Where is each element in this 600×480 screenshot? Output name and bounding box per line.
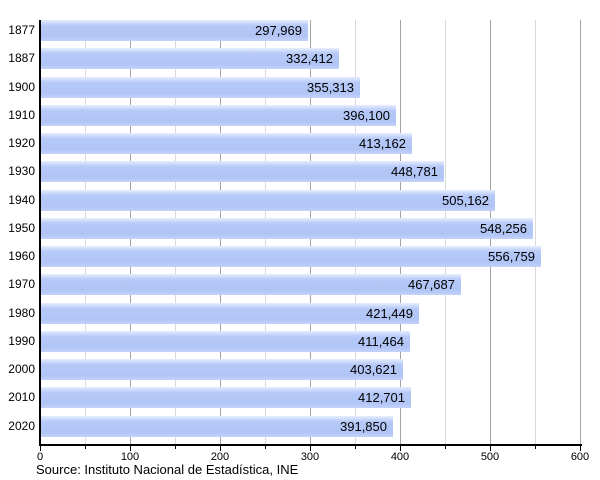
bar-1980: 421,449 xyxy=(40,303,419,324)
year-label-1940: 1940 xyxy=(8,193,35,207)
x-tick-label: 300 xyxy=(300,451,320,463)
bar-value-label: 411,464 xyxy=(357,334,404,349)
x-tick-minor xyxy=(175,446,176,449)
x-tick-label: 500 xyxy=(480,451,500,463)
year-label-1900: 1900 xyxy=(8,80,35,94)
bar-1877: 297,969 xyxy=(40,20,308,41)
year-label-1970: 1970 xyxy=(8,277,35,291)
x-tick-minor xyxy=(535,446,536,449)
year-label-1920: 1920 xyxy=(8,136,35,150)
bar-2000: 403,621 xyxy=(40,359,403,380)
bar-value-label: 355,313 xyxy=(307,80,354,95)
x-tick-label: 400 xyxy=(390,451,410,463)
year-label-1990: 1990 xyxy=(8,334,35,348)
bar-value-label: 403,621 xyxy=(350,362,397,377)
bar-value-label: 297,969 xyxy=(255,23,302,38)
bar-1940: 505,162 xyxy=(40,190,495,211)
x-tick-major xyxy=(130,446,131,451)
x-tick-label: 600 xyxy=(570,451,590,463)
bar-value-label: 413,162 xyxy=(359,136,406,151)
year-label-1950: 1950 xyxy=(8,221,35,235)
x-tick-major xyxy=(580,446,581,451)
bar-2020: 391,850 xyxy=(40,416,393,437)
bar-value-label: 421,449 xyxy=(366,306,413,321)
x-tick-major xyxy=(400,446,401,451)
year-label-1910: 1910 xyxy=(8,108,35,122)
year-label-1877: 1877 xyxy=(8,23,35,37)
bar-value-label: 448,781 xyxy=(391,164,438,179)
bar-value-label: 332,412 xyxy=(286,51,333,66)
x-tick-major xyxy=(40,446,41,451)
x-tick-label: 100 xyxy=(120,451,140,463)
bar-value-label: 396,100 xyxy=(343,108,390,123)
year-label-2000: 2000 xyxy=(8,362,35,376)
bar-value-label: 556,759 xyxy=(488,249,535,264)
year-label-1930: 1930 xyxy=(8,164,35,178)
bar-1900: 355,313 xyxy=(40,77,360,98)
x-tick-minor xyxy=(355,446,356,449)
bar-1910: 396,100 xyxy=(40,105,396,126)
x-tick-major xyxy=(220,446,221,451)
bar-value-label: 467,687 xyxy=(408,277,455,292)
bar-1990: 411,464 xyxy=(40,331,410,352)
x-axis-line xyxy=(39,444,582,446)
bar-1930: 448,781 xyxy=(40,161,444,182)
year-label-2020: 2020 xyxy=(8,419,35,433)
bar-1960: 556,759 xyxy=(40,246,541,267)
x-tick-minor xyxy=(445,446,446,449)
bar-value-label: 548,256 xyxy=(480,221,527,236)
bar-1970: 467,687 xyxy=(40,274,461,295)
x-tick-label: 0 xyxy=(36,451,44,463)
year-label-1980: 1980 xyxy=(8,306,35,320)
year-label-2010: 2010 xyxy=(8,390,35,404)
bar-value-label: 391,850 xyxy=(340,419,387,434)
source-caption: Source: Instituto Nacional de Estadístic… xyxy=(36,462,299,477)
bar-1950: 548,256 xyxy=(40,218,533,239)
x-tick-label: 200 xyxy=(210,451,230,463)
bar-value-label: 505,162 xyxy=(442,193,489,208)
x-tick-minor xyxy=(265,446,266,449)
bar-1887: 332,412 xyxy=(40,48,339,69)
year-label-1960: 1960 xyxy=(8,249,35,263)
x-tick-major xyxy=(490,446,491,451)
bar-2010: 412,701 xyxy=(40,387,411,408)
x-tick-minor xyxy=(85,446,86,449)
gridline-major xyxy=(580,20,581,444)
year-label-1887: 1887 xyxy=(8,51,35,65)
plot-area: 297,969 332,412 355,313 396,100 413,162 448,7… xyxy=(40,20,581,444)
gridline-minor xyxy=(535,20,536,444)
x-tick-major xyxy=(310,446,311,451)
bar-value-label: 412,701 xyxy=(358,390,405,405)
y-axis-line xyxy=(39,20,41,445)
bar-1920: 413,162 xyxy=(40,133,412,154)
